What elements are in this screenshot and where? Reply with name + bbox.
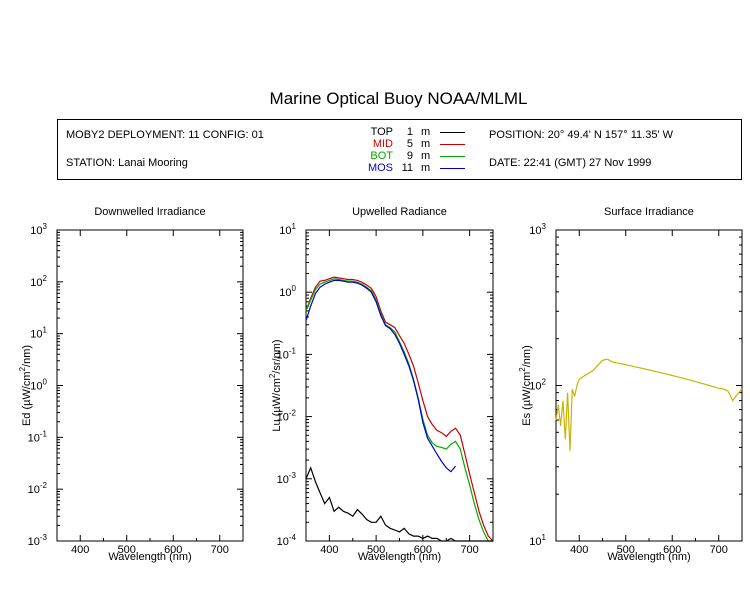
y-tick-label: 102	[30, 274, 47, 289]
legend-depth: 5	[406, 138, 413, 150]
date-text: DATE: 22:41 (GMT) 27 Nov 1999	[489, 157, 652, 169]
x-tick-label: 700	[460, 544, 478, 556]
y-tick-label: 103	[30, 222, 47, 237]
x-axis-label: Wavelength (nm)	[607, 551, 690, 563]
legend-name: TOP	[370, 126, 393, 138]
series-line-3	[305, 279, 457, 473]
y-tick-label: 10-1	[277, 346, 297, 361]
y-tick-label: 10-2	[28, 481, 48, 496]
x-axis-label: Wavelength (nm)	[358, 551, 441, 563]
legend-item-mos: MOS 11 m	[366, 162, 516, 174]
chart-title: Downwelled Irradiance	[94, 206, 205, 218]
legend-line	[440, 168, 465, 169]
series-line-4	[305, 466, 493, 542]
legend-depth: 1	[406, 126, 413, 138]
legend-name: BOT	[370, 150, 393, 162]
y-tick-label: 10-4	[277, 533, 297, 548]
x-tick-label: 400	[320, 544, 338, 556]
series-line-1	[555, 358, 743, 451]
legend-name: MOS	[367, 162, 393, 174]
legend-unit: m	[421, 150, 431, 162]
x-tick-label: 500	[118, 544, 136, 556]
chart-title: Surface Irradiance	[604, 206, 694, 218]
y-tick-label: 101	[30, 326, 47, 341]
legend-item-mid: MID 5 m	[366, 138, 516, 150]
y-tick-label: 101	[279, 222, 296, 237]
y-axis-label: Ed (µW/cm2/nm)	[18, 345, 33, 426]
y-tick-label: 103	[529, 222, 546, 237]
x-tick-label: 400	[71, 544, 89, 556]
deployment-text: MOBY2 DEPLOYMENT: 11 CONFIG: 01	[66, 129, 264, 141]
y-tick-label: 100	[30, 378, 47, 393]
y-tick-label: 10-3	[277, 471, 297, 486]
y-tick-label: 10-3	[28, 533, 48, 548]
page-title: Marine Optical Buoy NOAA/MLML	[269, 89, 528, 108]
chart-panel-2: Upwelled Radiance 400 500 600 700 Wavelength …	[268, 206, 494, 563]
legend-depth: 11	[401, 162, 413, 174]
legend-name: MID	[372, 138, 393, 150]
legend-depth: 9	[406, 150, 413, 162]
plot-frame	[555, 229, 743, 542]
series-line-2	[305, 278, 493, 542]
legend-unit: m	[421, 126, 431, 138]
x-tick-label: 600	[663, 544, 681, 556]
y-tick-label: 10-2	[277, 409, 297, 424]
legend-unit: m	[421, 162, 431, 174]
legend-line	[440, 156, 465, 157]
chart-title: Upwelled Radiance	[352, 206, 447, 218]
plot-frame	[56, 229, 244, 542]
x-tick-label: 500	[617, 544, 635, 556]
x-tick-label: 700	[710, 544, 728, 556]
legend-line	[440, 132, 465, 133]
x-tick-label: 500	[367, 544, 385, 556]
x-tick-label: 600	[164, 544, 182, 556]
x-axis-label: Wavelength (nm)	[108, 551, 191, 563]
y-axis-label: Lu (µW/cm2/sr/nm)	[268, 339, 283, 431]
y-tick-label: 101	[529, 533, 546, 548]
info-box: MOBY2 DEPLOYMENT: 11 CONFIG: 01 STATION:…	[57, 119, 742, 180]
y-axis-label: Es (µW/cm2/nm)	[518, 345, 533, 425]
position-text: POSITION: 20° 49.4' N 157° 11.35' W	[489, 129, 673, 141]
legend-item-top: TOP 1 m	[366, 126, 516, 138]
x-tick-label: 600	[414, 544, 432, 556]
chart-panel-1: Downwelled Irradiance 400 500 600 700 Wavelen…	[18, 206, 244, 563]
legend-line	[440, 144, 465, 145]
chart-panel-3: Surface Irradiance 400 500 600 700 Wavelength…	[518, 206, 743, 563]
y-tick-label: 10-1	[28, 429, 48, 444]
station-text: STATION: Lanai Mooring	[66, 157, 188, 169]
y-tick-label: 100	[279, 284, 296, 299]
x-tick-label: 700	[211, 544, 229, 556]
series-line-1	[305, 276, 494, 542]
legend-unit: m	[421, 138, 431, 150]
y-tick-label: 102	[529, 378, 546, 393]
legend-item-bot: BOT 9 m	[366, 150, 516, 162]
x-tick-label: 400	[570, 544, 588, 556]
